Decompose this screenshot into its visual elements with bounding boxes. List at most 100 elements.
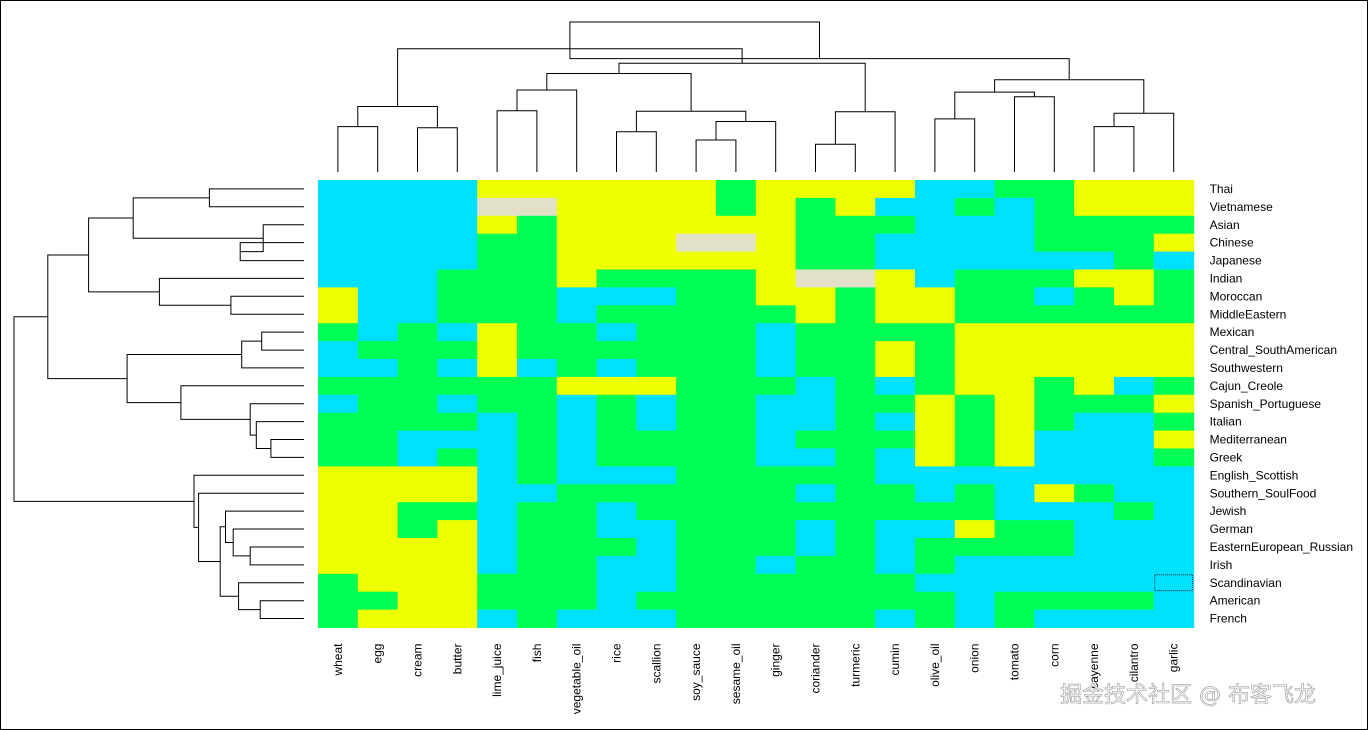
heatmap-cell <box>716 466 757 485</box>
heatmap-cell <box>1153 359 1195 378</box>
heatmap-cell <box>437 502 478 521</box>
heatmap-cell <box>835 484 876 503</box>
heatmap-cell <box>1074 609 1115 629</box>
heatmap-cell <box>397 412 438 432</box>
heatmap-cell <box>676 555 717 575</box>
heatmap-cell <box>755 376 797 396</box>
heatmap-cell <box>1114 233 1155 253</box>
heatmap-cell <box>994 180 1035 199</box>
heatmap-cell <box>357 591 399 611</box>
heatmap-cell <box>835 323 876 342</box>
heatmap-cell <box>397 609 438 629</box>
heatmap-cell <box>1114 341 1155 360</box>
heatmap-cell <box>994 609 1035 629</box>
heatmap-cell <box>596 609 637 629</box>
heatmap-cell <box>755 215 797 235</box>
row-label: Cajun_Creole <box>1210 379 1284 393</box>
heatmap-cell <box>318 305 359 324</box>
heatmap-cell <box>1114 555 1155 575</box>
heatmap-cell <box>1074 466 1115 485</box>
heatmap-cell <box>1034 555 1075 575</box>
heatmap-cell <box>954 520 996 539</box>
heatmap-cell <box>437 394 478 414</box>
row-label: Mediterranean <box>1210 433 1287 447</box>
heatmap-cell <box>1114 484 1155 503</box>
heatmap-cell <box>755 430 797 450</box>
heatmap-cell <box>357 538 399 557</box>
heatmap-cell <box>636 215 677 235</box>
heatmap-cell <box>875 430 916 450</box>
heatmap-cell <box>357 555 399 575</box>
dendrogram-branch <box>496 110 538 172</box>
heatmap-cell <box>1153 197 1195 217</box>
heatmap-cell <box>835 197 876 217</box>
heatmap-cell <box>556 555 598 575</box>
dendrogram-branch <box>337 126 379 172</box>
heatmap-cell <box>1153 341 1195 360</box>
heatmap-cell <box>477 269 518 288</box>
heatmap-cell <box>954 251 996 271</box>
heatmap-cell <box>835 215 876 235</box>
column-label: olive_oil <box>928 644 942 687</box>
highlighted-cell <box>1154 574 1194 592</box>
heatmap-cell <box>1153 323 1195 342</box>
heatmap-cell <box>1114 180 1155 199</box>
row-label: MiddleEastern <box>1210 307 1287 321</box>
heatmap-cell <box>556 359 598 378</box>
heatmap-cell <box>954 609 996 629</box>
heatmap-cell <box>636 394 677 414</box>
heatmap-cell <box>437 573 478 593</box>
heatmap-cell <box>517 484 558 503</box>
heatmap-cell <box>318 323 359 342</box>
heatmap-cell <box>1074 305 1115 324</box>
heatmap-cell <box>915 287 956 306</box>
heatmap-cell <box>596 466 637 485</box>
heatmap-cell <box>318 394 359 414</box>
heatmap-cell <box>437 430 478 450</box>
heatmap-cell <box>397 233 438 253</box>
heatmap-cell <box>318 233 359 253</box>
heatmap-cell <box>795 502 836 521</box>
heatmap-cell <box>1074 538 1115 557</box>
heatmap-cell <box>835 180 876 199</box>
row-label: Central_SouthAmerican <box>1210 343 1337 357</box>
heatmap-cell <box>1074 448 1115 467</box>
heatmap-cell <box>1074 269 1115 288</box>
heatmap-cell <box>915 448 956 467</box>
heatmap-cell <box>437 448 478 467</box>
heatmap-cell <box>477 359 518 378</box>
heatmap-cell <box>716 197 757 217</box>
heatmap-cell <box>1114 502 1155 521</box>
heatmap-cell <box>596 233 637 253</box>
heatmap-cell <box>357 573 399 593</box>
heatmap-cell <box>1034 573 1075 593</box>
column-label: cilantro <box>1127 643 1141 682</box>
heatmap-cell <box>1153 180 1195 199</box>
heatmap-cell <box>397 466 438 485</box>
heatmap-cell <box>477 233 518 253</box>
heatmap-cell <box>1114 573 1155 593</box>
heatmap-cell <box>875 180 916 199</box>
heatmap-cell <box>477 287 518 306</box>
heatmap-cell <box>1074 573 1115 593</box>
heatmap-cell <box>954 180 996 199</box>
heatmap-cell <box>954 323 996 342</box>
heatmap-cell <box>875 197 916 217</box>
heatmap-cell <box>915 323 956 342</box>
heatmap-cell <box>755 180 797 199</box>
heatmap-cell <box>636 359 677 378</box>
heatmap-cell <box>636 520 677 539</box>
heatmap-cell <box>1114 323 1155 342</box>
heatmap-cell <box>716 233 757 253</box>
heatmap-cell <box>437 323 478 342</box>
heatmap-cell <box>755 555 797 575</box>
heatmap-cell <box>1114 251 1155 271</box>
heatmap-cell <box>915 466 956 485</box>
heatmap-cell <box>477 197 518 217</box>
heatmap-cell <box>556 484 598 503</box>
heatmap-cell <box>716 609 757 629</box>
heatmap-cell <box>676 520 717 539</box>
column-label: soy_sauce <box>689 643 703 701</box>
heatmap-cell <box>716 573 757 593</box>
heatmap-cell <box>477 484 518 503</box>
